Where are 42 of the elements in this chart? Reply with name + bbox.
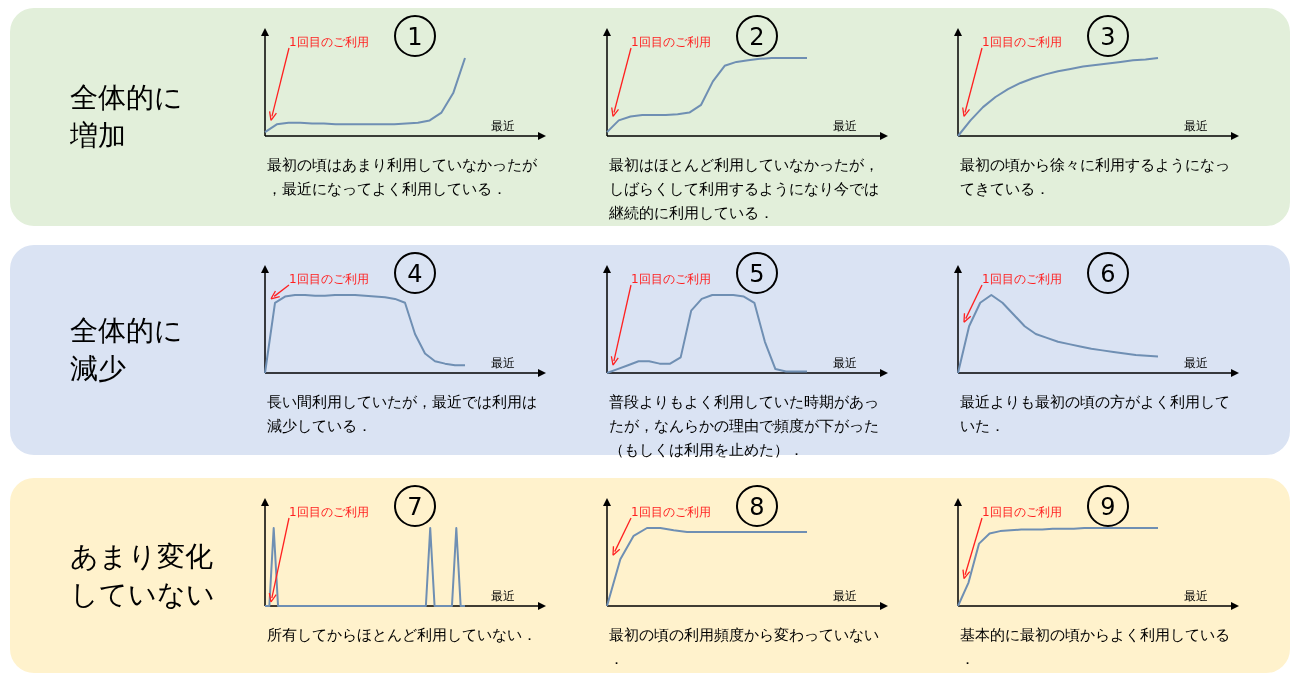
text: 1回目のご利用 [982, 272, 1062, 286]
text: 全体的に [70, 314, 183, 347]
text: 最初の頃から徐々に利用するようになってきている． [960, 156, 1230, 198]
text: 基本的に最初の頃からよく利用している． [960, 626, 1230, 668]
text: 1回目のご利用 [982, 35, 1062, 49]
text: 1回目のご利用 [289, 35, 369, 49]
x-axis-title: 最近 [833, 356, 857, 370]
text: 最初の頃の利用頻度から変わっていない． [609, 626, 879, 668]
text: 最近よりも最初の頃の方がよく利用していた． [960, 393, 1230, 435]
x-axis-title: 最近 [1184, 589, 1208, 603]
chart-title: 8 [749, 493, 765, 521]
text: 1回目のご利用 [982, 505, 1062, 519]
chart-title: 6 [1100, 260, 1116, 288]
chart-title: 9 [1100, 493, 1116, 521]
x-axis-title: 最近 [1184, 356, 1208, 370]
text: していない [70, 577, 215, 611]
text: 減少 [70, 352, 126, 385]
chart-title: 4 [407, 260, 423, 288]
chart-title: 2 [749, 23, 765, 51]
x-axis-title: 最近 [833, 119, 857, 133]
text: 最初の頃はあまり利用していなかったが，最近になってよく利用している． [267, 156, 538, 198]
text: 所有してからほとんど利用していない． [267, 626, 537, 644]
chart-title: 5 [749, 260, 765, 288]
text: 1回目のご利用 [631, 272, 711, 286]
text: 1回目のご利用 [631, 35, 711, 49]
chart-title: 7 [407, 493, 423, 521]
chart-title: 1 [407, 23, 423, 51]
text: 普段よりもよく利用していた時期があったが，なんらかの理由で頻度が下がった（もしくは利用を止めた）． [609, 393, 879, 459]
x-axis-title: 最近 [491, 356, 515, 370]
text: 最初はほとんど利用していなかったが，しばらくして利用するようになり今では継続的に利用している． [608, 156, 879, 222]
text: 全体的に [70, 81, 183, 114]
x-axis-title: 最近 [491, 589, 515, 603]
x-axis-title: 最近 [1184, 119, 1208, 133]
text: 長い間利用していたが，最近では利用は減少している． [267, 393, 537, 435]
chart-title: 3 [1100, 23, 1116, 51]
text: 1回目のご利用 [289, 505, 369, 519]
text: 増加 [69, 119, 126, 152]
text: 1回目のご利用 [289, 272, 369, 286]
x-axis-title: 最近 [491, 119, 515, 133]
text: あまり変化 [70, 539, 213, 573]
x-axis-title: 最近 [833, 589, 857, 603]
text: 1回目のご利用 [631, 505, 711, 519]
